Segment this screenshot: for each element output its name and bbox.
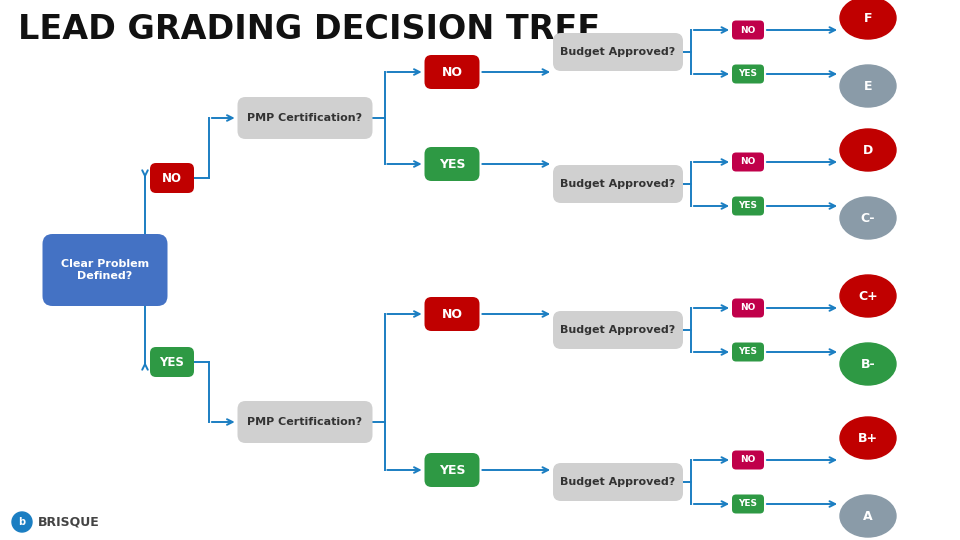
Text: NO: NO	[740, 456, 756, 464]
FancyBboxPatch shape	[424, 453, 479, 487]
Text: BRISQUE: BRISQUE	[38, 516, 100, 529]
FancyBboxPatch shape	[424, 147, 479, 181]
Text: b: b	[18, 517, 26, 527]
Text: Budget Approved?: Budget Approved?	[561, 179, 676, 189]
FancyBboxPatch shape	[732, 342, 764, 361]
Text: PMP Certification?: PMP Certification?	[248, 113, 363, 123]
Text: YES: YES	[738, 70, 757, 78]
FancyBboxPatch shape	[732, 299, 764, 318]
FancyBboxPatch shape	[424, 55, 479, 89]
Ellipse shape	[840, 197, 896, 239]
Text: NO: NO	[442, 65, 463, 78]
Text: YES: YES	[738, 348, 757, 356]
Text: Budget Approved?: Budget Approved?	[561, 477, 676, 487]
Text: Budget Approved?: Budget Approved?	[561, 325, 676, 335]
Ellipse shape	[840, 0, 896, 39]
Ellipse shape	[840, 343, 896, 385]
Text: D: D	[863, 144, 874, 157]
Text: NO: NO	[442, 307, 463, 321]
Text: B-: B-	[861, 357, 876, 370]
Text: NO: NO	[740, 25, 756, 35]
Text: YES: YES	[738, 500, 757, 509]
Text: YES: YES	[439, 463, 466, 476]
FancyBboxPatch shape	[732, 21, 764, 39]
Text: YES: YES	[159, 355, 184, 368]
FancyBboxPatch shape	[732, 495, 764, 514]
Ellipse shape	[840, 495, 896, 537]
FancyBboxPatch shape	[732, 64, 764, 84]
FancyBboxPatch shape	[553, 463, 683, 501]
Text: PMP Certification?: PMP Certification?	[248, 417, 363, 427]
Ellipse shape	[840, 275, 896, 317]
Text: C+: C+	[858, 289, 877, 302]
Text: NO: NO	[740, 303, 756, 313]
FancyBboxPatch shape	[732, 450, 764, 469]
Text: NO: NO	[162, 172, 182, 185]
FancyBboxPatch shape	[732, 152, 764, 172]
Ellipse shape	[840, 65, 896, 107]
FancyBboxPatch shape	[150, 347, 194, 377]
Text: Budget Approved?: Budget Approved?	[561, 47, 676, 57]
Text: F: F	[864, 11, 873, 24]
Text: LEAD GRADING DECISION TREE: LEAD GRADING DECISION TREE	[18, 13, 600, 46]
FancyBboxPatch shape	[553, 33, 683, 71]
Text: YES: YES	[439, 158, 466, 171]
Text: E: E	[864, 79, 873, 92]
Ellipse shape	[840, 417, 896, 459]
Circle shape	[12, 512, 32, 532]
FancyBboxPatch shape	[237, 97, 372, 139]
FancyBboxPatch shape	[424, 297, 479, 331]
Ellipse shape	[840, 129, 896, 171]
FancyBboxPatch shape	[553, 311, 683, 349]
Text: YES: YES	[738, 201, 757, 211]
Text: NO: NO	[740, 158, 756, 166]
Text: Clear Problem
Defined?: Clear Problem Defined?	[60, 259, 149, 281]
FancyBboxPatch shape	[150, 163, 194, 193]
Text: B+: B+	[858, 431, 878, 444]
FancyBboxPatch shape	[553, 165, 683, 203]
Text: A: A	[863, 510, 873, 523]
Text: C-: C-	[861, 212, 876, 225]
FancyBboxPatch shape	[42, 234, 167, 306]
FancyBboxPatch shape	[237, 401, 372, 443]
FancyBboxPatch shape	[732, 197, 764, 215]
